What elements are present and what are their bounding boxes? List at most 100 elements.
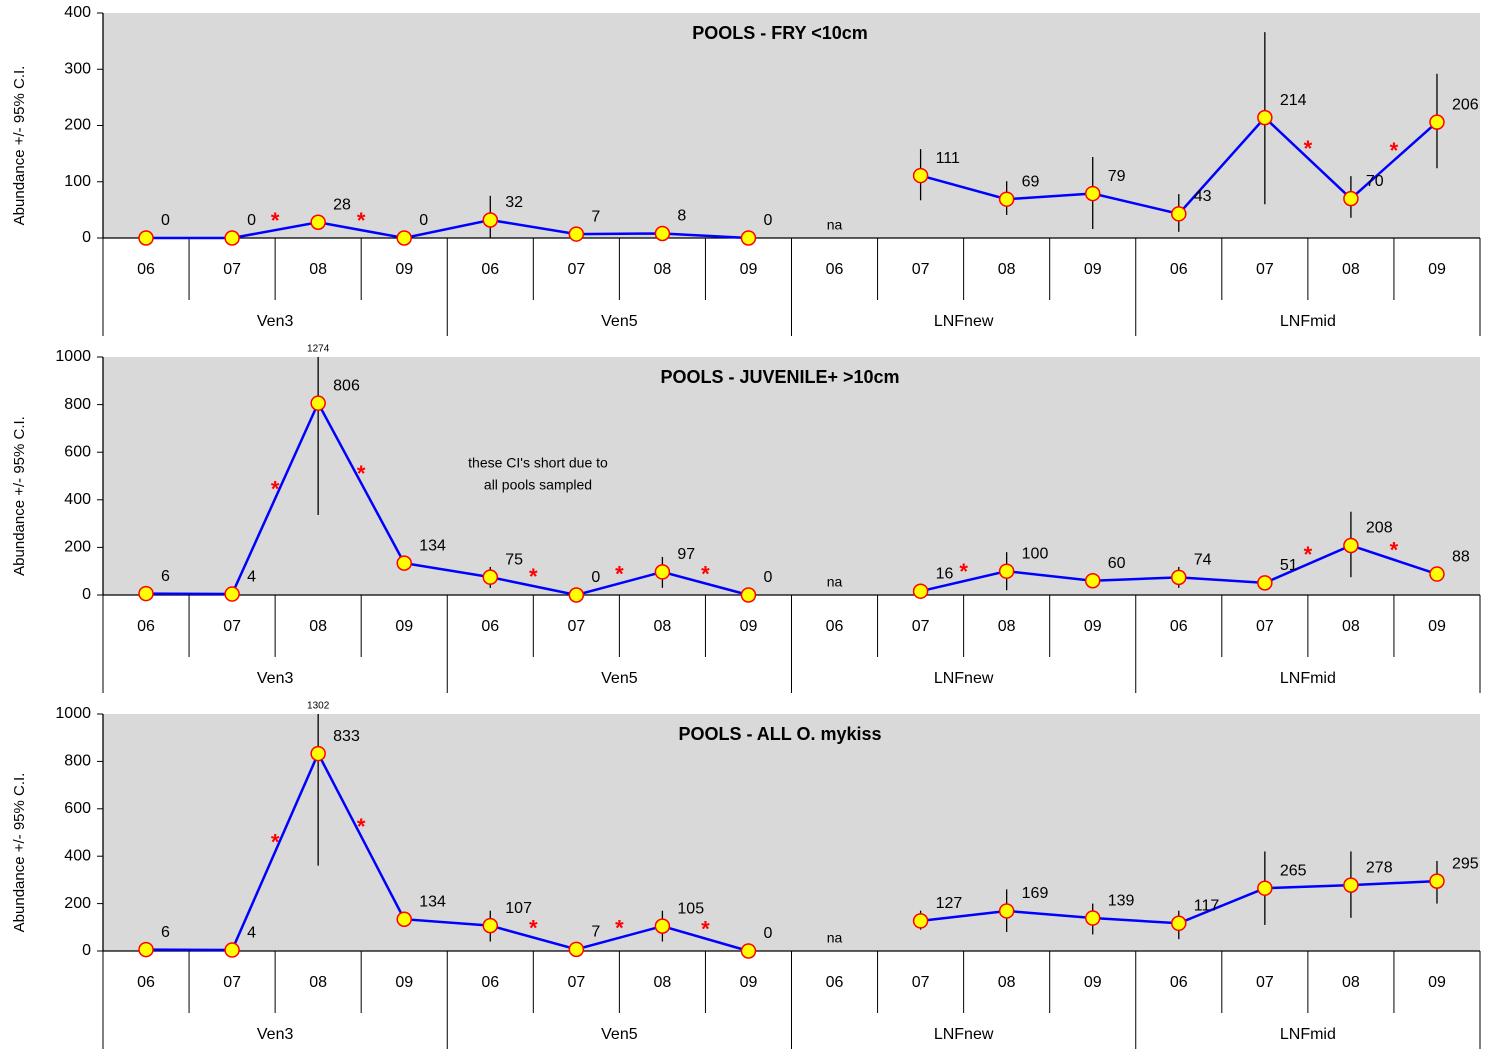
data-point bbox=[1084, 910, 1101, 926]
x-tick-label: 06 bbox=[481, 618, 499, 635]
data-point bbox=[1343, 190, 1359, 207]
group-label: LNFmid bbox=[1280, 1026, 1336, 1043]
y-tick-label: 400 bbox=[64, 491, 91, 508]
data-point bbox=[138, 230, 154, 246]
data-label: 8 bbox=[677, 208, 686, 225]
y-tick-label: 0 bbox=[82, 942, 91, 959]
group-label: Ven5 bbox=[601, 313, 638, 330]
data-point bbox=[998, 903, 1015, 919]
data-point bbox=[740, 587, 757, 603]
x-tick-label: 08 bbox=[309, 618, 327, 635]
data-label: 206 bbox=[1452, 96, 1479, 113]
data-point bbox=[1257, 880, 1273, 896]
data-label: 107 bbox=[505, 900, 532, 917]
data-point bbox=[654, 564, 671, 580]
data-point bbox=[224, 230, 240, 246]
group-label: Ven5 bbox=[601, 1026, 638, 1043]
data-point bbox=[1257, 575, 1273, 591]
x-tick-label: 09 bbox=[1428, 618, 1446, 635]
x-tick-label: 06 bbox=[1170, 974, 1188, 991]
x-tick-label: 06 bbox=[1170, 261, 1188, 278]
data-label: 111 bbox=[936, 150, 960, 167]
data-label: 32 bbox=[505, 194, 523, 211]
y-tick-label: 0 bbox=[82, 229, 91, 246]
group-label: Ven5 bbox=[601, 670, 638, 687]
data-point bbox=[912, 167, 929, 184]
data-point bbox=[1084, 572, 1101, 589]
significance-marker: * bbox=[615, 561, 624, 586]
data-label: 0 bbox=[763, 569, 772, 586]
data-point bbox=[224, 942, 240, 958]
data-point bbox=[654, 225, 671, 242]
data-label: 806 bbox=[333, 377, 360, 394]
data-label: 265 bbox=[1280, 862, 1307, 879]
data-label: 69 bbox=[1022, 173, 1040, 190]
chart-title: POOLS - ALL O. mykiss bbox=[678, 724, 881, 744]
y-tick-label: 0 bbox=[82, 586, 91, 603]
y-tick-label: 100 bbox=[64, 173, 91, 190]
x-tick-label: 08 bbox=[998, 618, 1016, 635]
data-label: 75 bbox=[505, 551, 523, 568]
data-point bbox=[310, 745, 326, 762]
significance-marker: * bbox=[1390, 138, 1399, 163]
x-tick-label: 07 bbox=[567, 261, 585, 278]
y-tick-label: 200 bbox=[64, 895, 91, 912]
group-label: Ven3 bbox=[257, 313, 294, 330]
plot-background bbox=[103, 357, 1480, 595]
x-tick-label: 09 bbox=[1084, 974, 1102, 991]
data-label: na bbox=[827, 930, 843, 946]
x-tick-label: 07 bbox=[223, 261, 241, 278]
x-tick-label: 06 bbox=[137, 261, 155, 278]
data-label: 214 bbox=[1280, 92, 1307, 109]
data-label: na bbox=[827, 574, 843, 590]
data-point bbox=[1429, 114, 1445, 130]
x-tick-label: 08 bbox=[1342, 618, 1360, 635]
data-label: 0 bbox=[591, 569, 600, 586]
data-label: 0 bbox=[763, 212, 772, 229]
data-point bbox=[310, 214, 326, 230]
data-point bbox=[740, 943, 757, 959]
data-label: 43 bbox=[1194, 188, 1212, 205]
data-point bbox=[1257, 109, 1273, 126]
x-tick-label: 09 bbox=[740, 974, 758, 991]
data-label: 88 bbox=[1452, 548, 1470, 565]
y-tick-label: 300 bbox=[64, 60, 91, 77]
data-label: na bbox=[827, 217, 843, 233]
data-point bbox=[1343, 537, 1359, 554]
significance-marker: * bbox=[529, 915, 538, 940]
significance-marker: * bbox=[271, 476, 280, 501]
data-label: 278 bbox=[1366, 859, 1393, 876]
x-tick-label: 06 bbox=[137, 974, 155, 991]
annotation: these CI's short due to bbox=[468, 455, 608, 471]
annotation: all pools sampled bbox=[484, 477, 592, 493]
chart-title: POOLS - JUVENILE+ >10cm bbox=[660, 367, 899, 387]
x-tick-label: 09 bbox=[740, 261, 758, 278]
data-point bbox=[482, 569, 499, 585]
data-point bbox=[482, 212, 499, 228]
chart-title: POOLS - FRY <10cm bbox=[692, 23, 868, 43]
y-tick-label: 800 bbox=[64, 396, 91, 413]
x-tick-label: 07 bbox=[1256, 261, 1274, 278]
group-label: Ven3 bbox=[257, 670, 294, 687]
y-axis-title: Abundance +/- 95% C.I. bbox=[11, 773, 28, 933]
y-tick-label: 600 bbox=[64, 443, 91, 460]
ci-overflow-label: 1302 bbox=[307, 701, 330, 712]
group-label: LNFnew bbox=[934, 1026, 994, 1043]
data-label: 0 bbox=[763, 925, 772, 942]
x-tick-label: 07 bbox=[912, 974, 930, 991]
x-tick-label: 08 bbox=[309, 974, 327, 991]
y-tick-label: 800 bbox=[64, 753, 91, 770]
significance-marker: * bbox=[271, 830, 280, 855]
x-tick-label: 09 bbox=[1084, 618, 1102, 635]
x-tick-label: 07 bbox=[1256, 618, 1274, 635]
data-label: 295 bbox=[1452, 855, 1479, 872]
x-tick-label: 07 bbox=[912, 261, 930, 278]
data-label: 60 bbox=[1108, 555, 1126, 572]
data-label: 0 bbox=[247, 212, 256, 229]
group-label: LNFnew bbox=[934, 313, 994, 330]
x-tick-label: 09 bbox=[1428, 261, 1446, 278]
data-point bbox=[998, 563, 1015, 579]
data-point bbox=[1171, 569, 1187, 586]
y-tick-label: 400 bbox=[64, 847, 91, 864]
